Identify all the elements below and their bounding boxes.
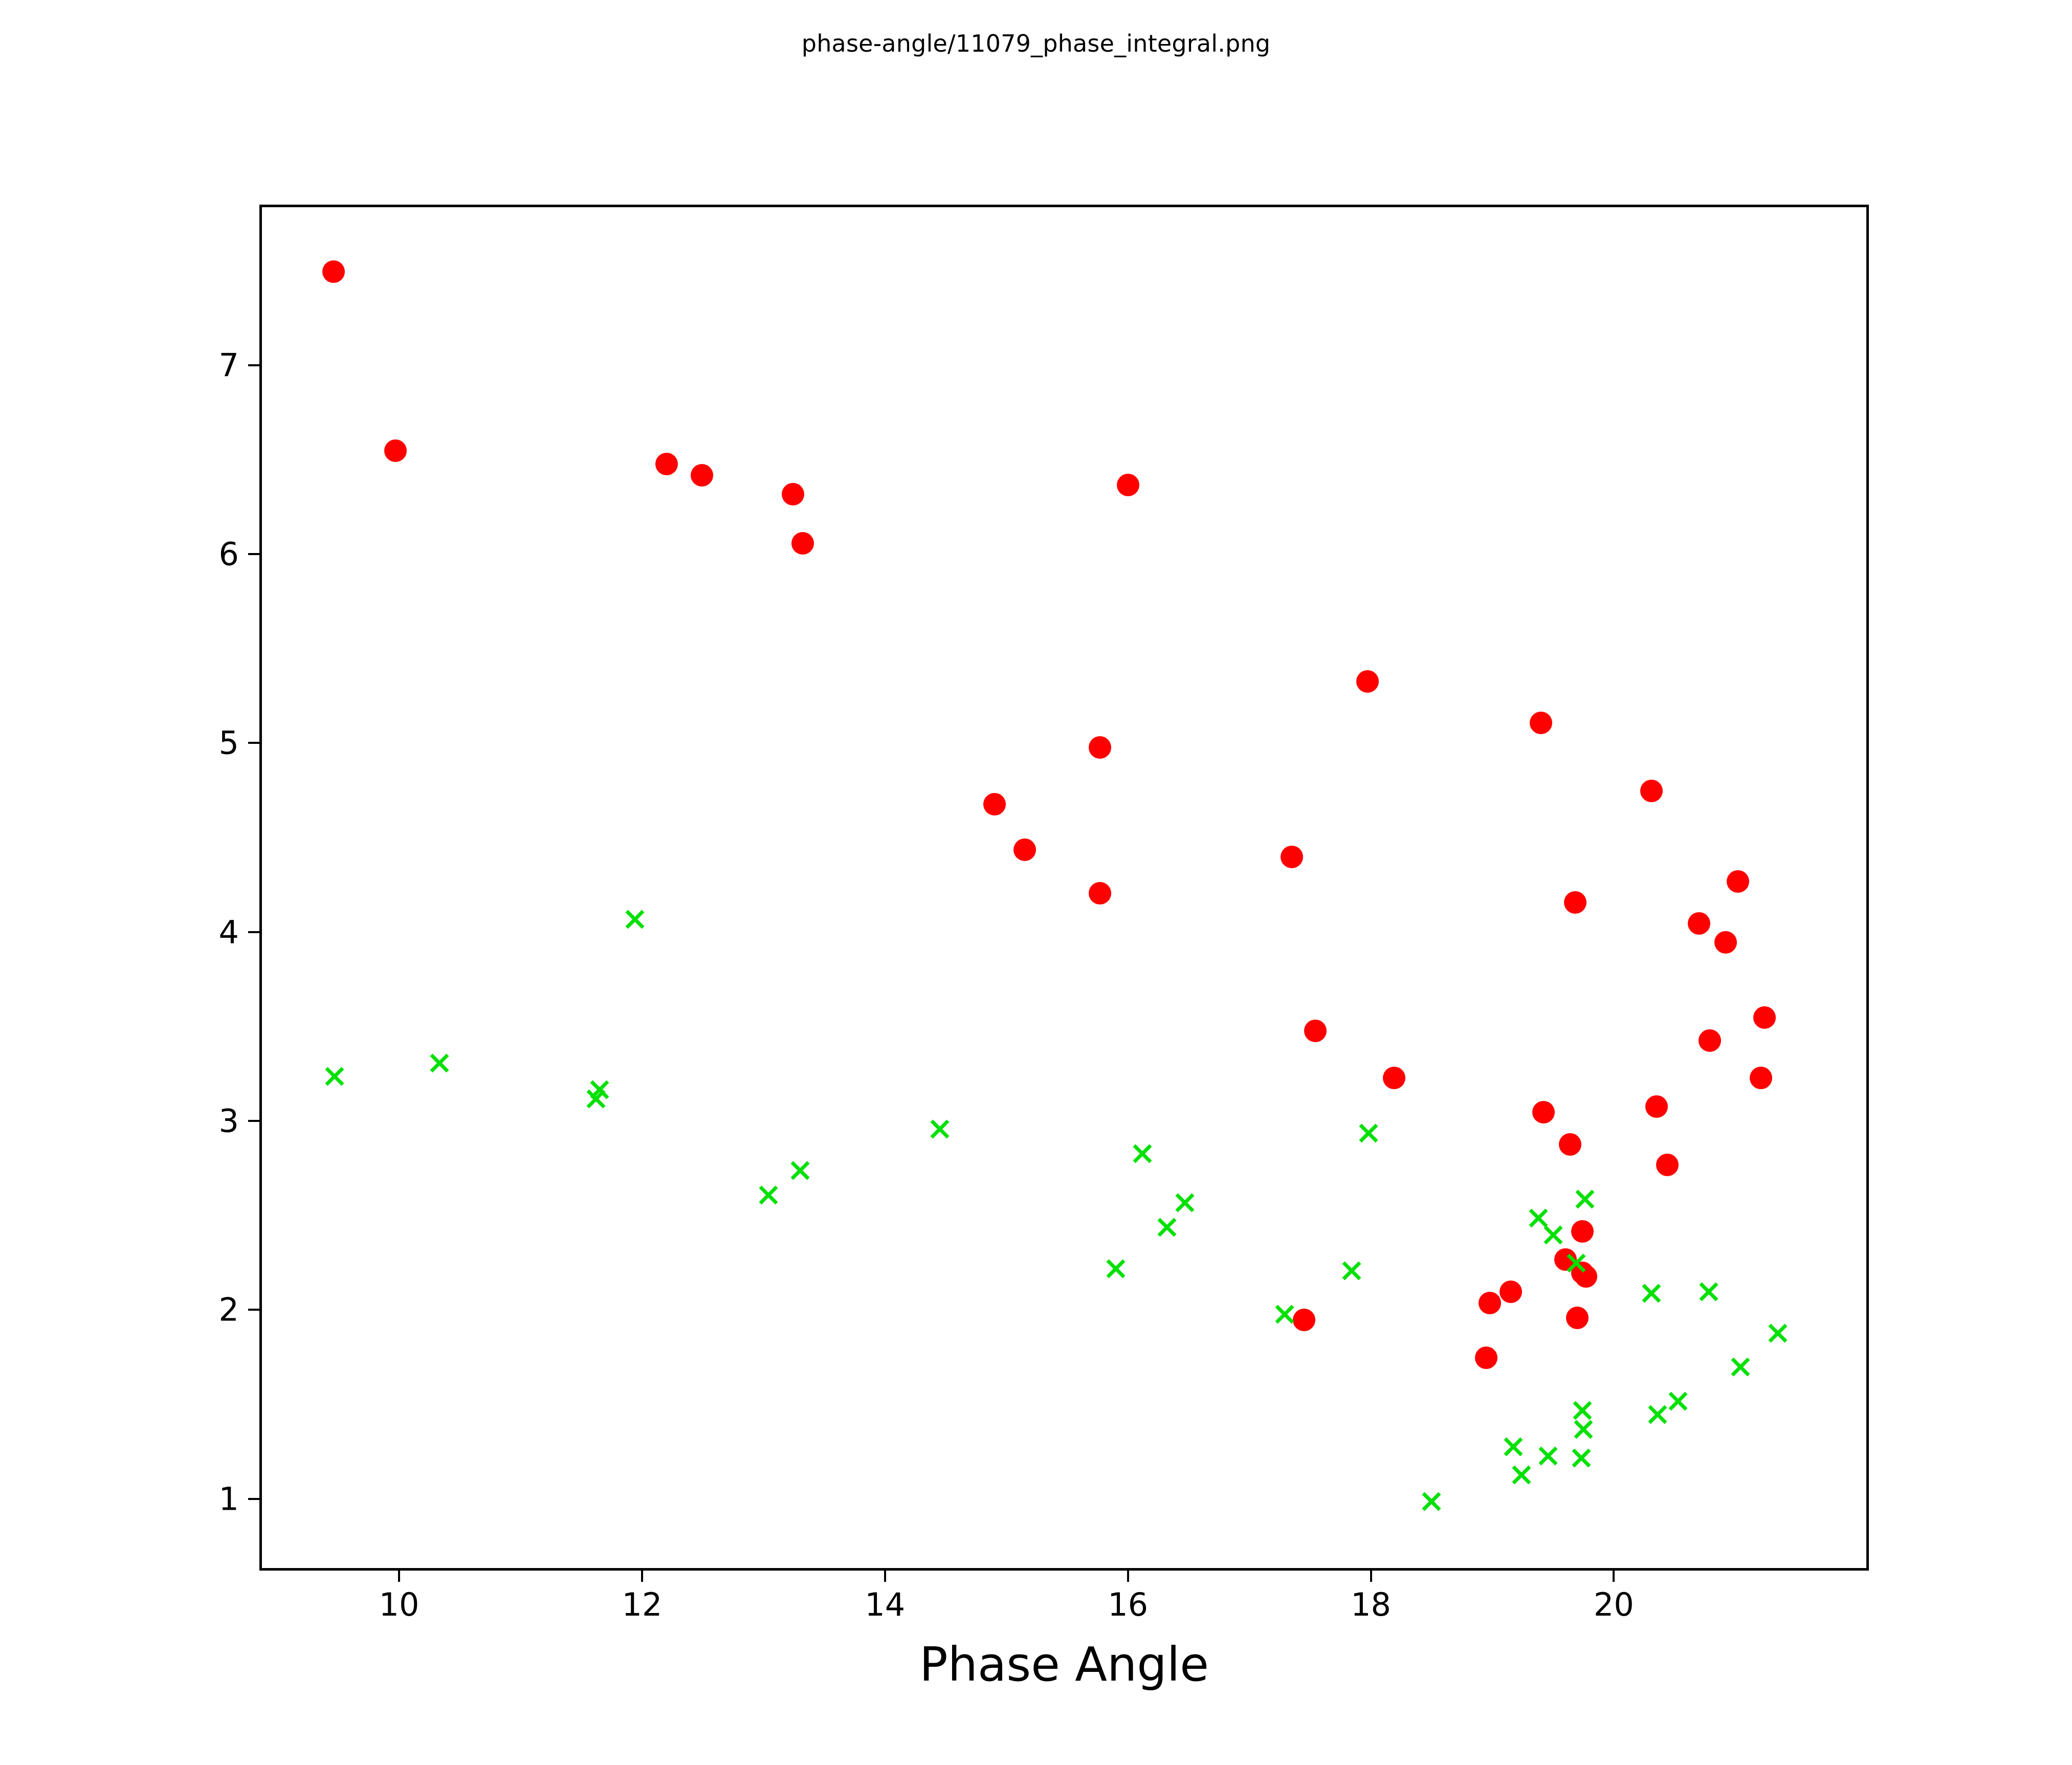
scatter-plot-area <box>262 207 1866 1568</box>
data-point-circle <box>1382 1067 1405 1090</box>
data-point-cross <box>757 1183 780 1207</box>
data-point-cross <box>1273 1303 1296 1326</box>
data-point-cross <box>1104 1257 1128 1281</box>
x-axis-label: Phase Angle <box>919 1637 1209 1692</box>
data-point-circle <box>1304 1020 1327 1043</box>
data-point-circle <box>1293 1309 1316 1332</box>
data-point-cross <box>1571 1399 1594 1422</box>
y-tick-label: 7 <box>218 346 239 384</box>
data-point-circle <box>1645 1095 1668 1118</box>
data-point-circle <box>1571 1220 1594 1243</box>
data-point-circle <box>322 260 345 283</box>
data-point-circle <box>1532 1100 1555 1123</box>
data-point-circle <box>781 483 804 506</box>
data-point-circle <box>1116 473 1139 496</box>
data-point-circle <box>1656 1154 1679 1177</box>
data-point-cross <box>1646 1403 1669 1426</box>
data-point-circle <box>1699 1029 1722 1052</box>
plot-axes-frame <box>259 205 1869 1571</box>
data-point-circle <box>1281 846 1304 869</box>
y-tick-mark <box>248 1497 259 1500</box>
data-point-cross <box>1697 1280 1721 1304</box>
data-point-cross <box>1564 1251 1588 1275</box>
data-point-cross <box>1573 1187 1597 1211</box>
data-point-circle <box>1566 1307 1589 1330</box>
data-point-circle <box>1726 870 1749 893</box>
x-tick-mark <box>1613 1571 1615 1582</box>
x-tick-label: 20 <box>1593 1586 1634 1623</box>
data-point-circle <box>1475 1347 1498 1369</box>
y-tick-label: 5 <box>218 724 239 762</box>
x-tick-mark <box>1370 1571 1372 1582</box>
data-point-circle <box>1479 1291 1502 1314</box>
data-point-circle <box>791 532 814 555</box>
x-tick-mark <box>1127 1571 1129 1582</box>
data-point-circle <box>384 439 407 462</box>
y-tick-label: 1 <box>218 1480 239 1518</box>
x-tick-label: 18 <box>1351 1586 1391 1623</box>
data-point-cross <box>788 1159 812 1182</box>
figure-title: phase-angle/11079_phase_integral.png <box>801 30 1271 57</box>
data-point-circle <box>655 453 678 476</box>
data-point-cross <box>1536 1444 1560 1468</box>
data-point-cross <box>1155 1216 1179 1239</box>
x-tick-label: 16 <box>1108 1586 1149 1623</box>
y-tick-label: 2 <box>218 1291 239 1329</box>
data-point-circle <box>1687 912 1710 935</box>
data-point-cross <box>584 1087 608 1111</box>
x-tick-label: 10 <box>379 1586 420 1623</box>
data-point-cross <box>1666 1389 1690 1413</box>
data-point-cross <box>1510 1463 1533 1487</box>
data-point-cross <box>1527 1206 1550 1230</box>
data-point-cross <box>323 1065 346 1088</box>
y-tick-label: 3 <box>218 1102 239 1140</box>
x-tick-mark <box>641 1571 643 1582</box>
data-point-circle <box>1089 881 1112 904</box>
data-point-circle <box>1559 1133 1582 1156</box>
y-tick-mark <box>248 742 259 744</box>
y-tick-mark <box>248 1120 259 1122</box>
x-tick-mark <box>398 1571 401 1582</box>
data-point-cross <box>1640 1282 1663 1305</box>
x-tick-label: 14 <box>865 1586 906 1623</box>
data-point-circle <box>1356 670 1379 693</box>
data-point-cross <box>1572 1418 1595 1441</box>
data-point-cross <box>1729 1355 1752 1379</box>
data-point-circle <box>1714 931 1737 954</box>
data-point-cross <box>1357 1121 1380 1145</box>
y-tick-mark <box>248 364 259 366</box>
x-tick-label: 12 <box>622 1586 663 1623</box>
data-point-cross <box>428 1051 451 1075</box>
data-point-cross <box>623 908 647 931</box>
y-tick-label: 4 <box>218 913 239 951</box>
data-point-circle <box>1575 1265 1598 1288</box>
data-point-circle <box>1749 1067 1772 1090</box>
data-point-cross <box>1173 1191 1197 1215</box>
data-point-circle <box>1640 780 1663 803</box>
data-point-cross <box>928 1117 952 1141</box>
y-tick-mark <box>248 931 259 933</box>
data-point-circle <box>1089 736 1112 759</box>
data-point-cross <box>1541 1223 1565 1247</box>
data-point-circle <box>1753 1006 1776 1029</box>
data-point-cross <box>1502 1435 1525 1459</box>
data-point-cross <box>1420 1490 1443 1513</box>
y-tick-label: 6 <box>218 535 239 573</box>
y-tick-mark <box>248 1309 259 1311</box>
data-point-cross <box>1570 1446 1593 1470</box>
data-point-cross <box>1340 1259 1363 1283</box>
data-point-circle <box>1530 712 1553 735</box>
data-point-circle <box>1013 838 1037 861</box>
x-tick-mark <box>884 1571 886 1582</box>
data-point-circle <box>1563 891 1586 914</box>
data-point-circle <box>690 464 713 487</box>
data-point-cross <box>1766 1321 1790 1345</box>
data-point-cross <box>1131 1142 1154 1165</box>
data-point-circle <box>1499 1280 1522 1303</box>
y-tick-mark <box>248 553 259 556</box>
data-point-circle <box>983 792 1006 815</box>
